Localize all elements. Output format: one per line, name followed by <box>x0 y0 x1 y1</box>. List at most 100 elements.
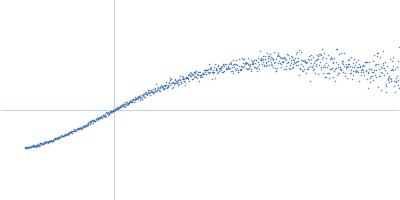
Point <box>314 58 320 61</box>
Point <box>133 97 139 100</box>
Point <box>348 71 354 74</box>
Point <box>171 81 177 84</box>
Point <box>342 71 348 75</box>
Point <box>206 68 213 71</box>
Point <box>270 59 277 62</box>
Point <box>341 65 348 68</box>
Point <box>251 58 257 61</box>
Point <box>158 84 164 87</box>
Point <box>370 70 376 73</box>
Point <box>232 67 238 70</box>
Point <box>392 67 398 70</box>
Point <box>89 121 96 124</box>
Point <box>120 102 126 106</box>
Point <box>166 79 173 82</box>
Point <box>151 90 157 93</box>
Point <box>36 143 42 146</box>
Point <box>98 114 104 117</box>
Point <box>391 80 398 83</box>
Point <box>227 67 233 70</box>
Point <box>104 111 110 114</box>
Point <box>91 118 98 122</box>
Point <box>323 56 330 59</box>
Point <box>208 67 214 71</box>
Point <box>44 140 51 144</box>
Point <box>225 66 231 69</box>
Point <box>316 60 323 63</box>
Point <box>274 66 280 69</box>
Point <box>277 55 283 58</box>
Point <box>271 51 277 54</box>
Point <box>334 62 341 65</box>
Point <box>232 69 239 72</box>
Point <box>356 62 362 66</box>
Point <box>105 113 111 117</box>
Point <box>58 134 65 137</box>
Point <box>242 62 248 65</box>
Point <box>298 62 304 65</box>
Point <box>186 75 193 78</box>
Point <box>252 61 258 64</box>
Point <box>118 103 124 107</box>
Point <box>310 56 316 59</box>
Point <box>146 90 153 93</box>
Point <box>301 59 308 62</box>
Point <box>39 142 45 145</box>
Point <box>231 62 237 66</box>
Point <box>166 81 172 84</box>
Point <box>128 100 134 103</box>
Point <box>51 138 58 141</box>
Point <box>24 146 30 149</box>
Point <box>102 112 108 116</box>
Point <box>212 77 218 80</box>
Point <box>333 48 339 51</box>
Point <box>98 117 105 120</box>
Point <box>286 57 292 60</box>
Point <box>27 145 34 148</box>
Point <box>134 97 140 100</box>
Point <box>261 64 267 67</box>
Point <box>192 70 199 74</box>
Point <box>351 57 358 60</box>
Point <box>223 67 230 70</box>
Point <box>206 72 212 75</box>
Point <box>354 69 360 73</box>
Point <box>52 136 59 140</box>
Point <box>222 66 229 70</box>
Point <box>273 58 280 61</box>
Point <box>290 63 296 66</box>
Point <box>337 68 344 71</box>
Point <box>115 106 122 109</box>
Point <box>184 76 190 79</box>
Point <box>208 77 215 80</box>
Point <box>167 83 173 87</box>
Point <box>306 59 312 62</box>
Point <box>237 68 243 71</box>
Point <box>101 114 107 117</box>
Point <box>63 133 70 137</box>
Point <box>383 82 389 85</box>
Point <box>50 137 57 140</box>
Point <box>216 66 223 70</box>
Point <box>354 59 361 62</box>
Point <box>229 69 235 72</box>
Point <box>26 146 32 149</box>
Point <box>114 107 120 110</box>
Point <box>338 52 344 55</box>
Point <box>239 66 245 69</box>
Point <box>352 69 358 72</box>
Point <box>339 62 346 65</box>
Point <box>123 102 129 105</box>
Point <box>148 90 154 93</box>
Point <box>308 65 315 69</box>
Point <box>344 64 350 68</box>
Point <box>26 146 32 149</box>
Point <box>385 78 391 81</box>
Point <box>189 78 195 81</box>
Point <box>23 146 30 150</box>
Point <box>97 115 103 119</box>
Point <box>214 69 220 72</box>
Point <box>179 77 185 81</box>
Point <box>95 116 102 119</box>
Point <box>34 144 40 147</box>
